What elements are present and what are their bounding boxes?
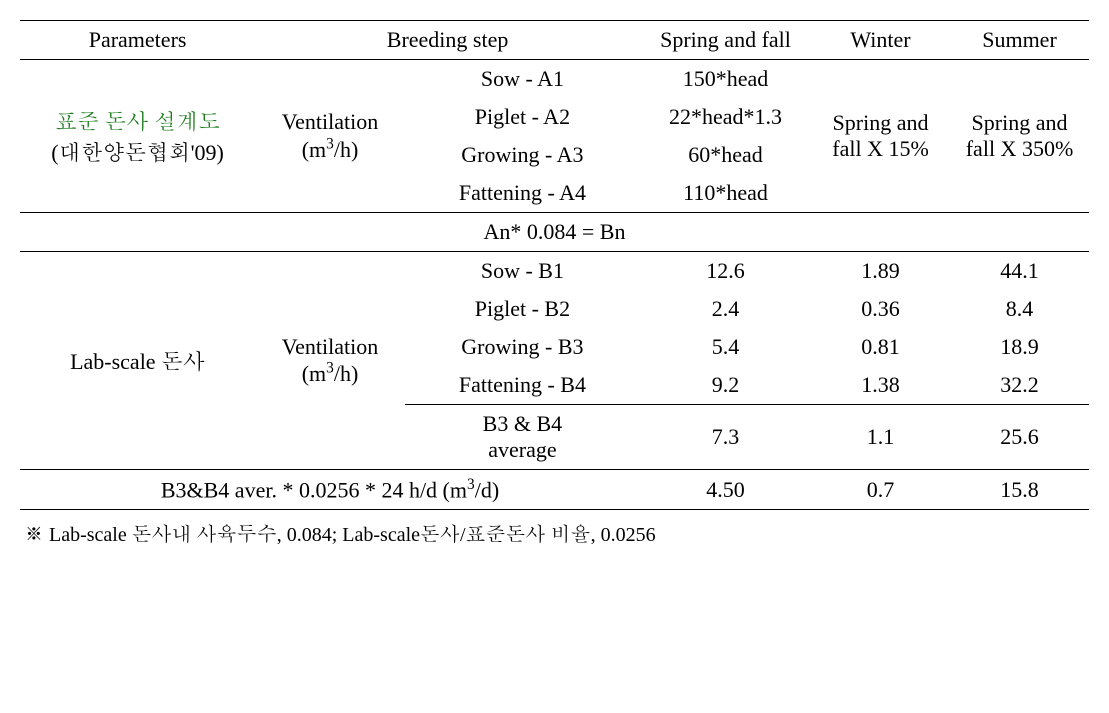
lab-avg-label: B3 & B4 average [405,405,640,470]
col-summer: Summer [950,21,1089,60]
std-sf-1: 22*head*1.3 [640,98,811,136]
final-w: 0.7 [811,470,950,510]
lab-sf-3: 9.2 [640,366,811,405]
conversion-row: An* 0.084 = Bn [20,213,1089,252]
std-summer-note: Spring and fall X 350% [950,60,1089,213]
std-label-green: 표준 돈사 설계도 [55,109,220,134]
std-step-3: Fattening - A4 [405,174,640,213]
col-breeding-step: Breeding step [255,21,640,60]
lab-sf-1: 2.4 [640,290,811,328]
header-row: Parameters Breeding step Spring and fall… [20,21,1089,60]
lab-w-3: 1.38 [811,366,950,405]
col-parameters: Parameters [20,21,255,60]
std-step-0: Sow - A1 [405,60,640,99]
lab-avg-sf: 7.3 [640,405,811,470]
lab-vent-unit: (m3/h) [302,361,359,386]
lab-avg-l1: B3 & B4 [483,411,562,436]
lab-sf-2: 5.4 [640,328,811,366]
std-winter-note: Spring and fall X 15% [811,60,950,213]
lab-row-1: Lab-scale 돈사 Ventilation (m3/h) Sow - B1… [20,252,1089,291]
std-sf-3: 110*head [640,174,811,213]
lab-s-0: 44.1 [950,252,1089,291]
lab-sf-0: 12.6 [640,252,811,291]
final-row: B3&B4 aver. * 0.0256 * 24 h/d (m3/d) 4.5… [20,470,1089,510]
lab-w-0: 1.89 [811,252,950,291]
conversion-cell: An* 0.084 = Bn [20,213,1089,252]
std-row-1: 표준 돈사 설계도 (대한양돈협회'09) Ventilation (m3/h)… [20,60,1089,99]
lab-step-2: Growing - B3 [405,328,640,366]
footnote: ※ Lab-scale 돈사내 사육두수, 0.084; Lab-scale돈사… [20,510,1089,547]
lab-avg-s: 25.6 [950,405,1089,470]
lab-w-2: 0.81 [811,328,950,366]
final-s: 15.8 [950,470,1089,510]
final-sf: 4.50 [640,470,811,510]
std-sf-2: 60*head [640,136,811,174]
lab-s-3: 32.2 [950,366,1089,405]
std-ventilation-label: Ventilation (m3/h) [255,60,405,213]
lab-step-3: Fattening - B4 [405,366,640,405]
std-step-1: Piglet - A2 [405,98,640,136]
std-label: 표준 돈사 설계도 (대한양돈협회'09) [20,60,255,213]
lab-step-0: Sow - B1 [405,252,640,291]
std-step-2: Growing - A3 [405,136,640,174]
col-spring-fall: Spring and fall [640,21,811,60]
lab-s-1: 8.4 [950,290,1089,328]
lab-label: Lab-scale 돈사 [20,252,255,470]
ventilation-table: Parameters Breeding step Spring and fall… [20,20,1089,510]
lab-w-1: 0.36 [811,290,950,328]
lab-ventilation-label: Ventilation (m3/h) [255,252,405,470]
lab-avg-l2: average [488,437,556,462]
lab-avg-w: 1.1 [811,405,950,470]
col-winter: Winter [811,21,950,60]
lab-step-1: Piglet - B2 [405,290,640,328]
std-vent-text: Ventilation [282,109,379,134]
std-label-line2: (대한양돈협회'09) [51,140,224,165]
lab-vent-text: Ventilation [282,334,379,359]
std-vent-unit: (m3/h) [302,137,359,162]
lab-s-2: 18.9 [950,328,1089,366]
final-label: B3&B4 aver. * 0.0256 * 24 h/d (m3/d) [20,470,640,510]
std-sf-0: 150*head [640,60,811,99]
